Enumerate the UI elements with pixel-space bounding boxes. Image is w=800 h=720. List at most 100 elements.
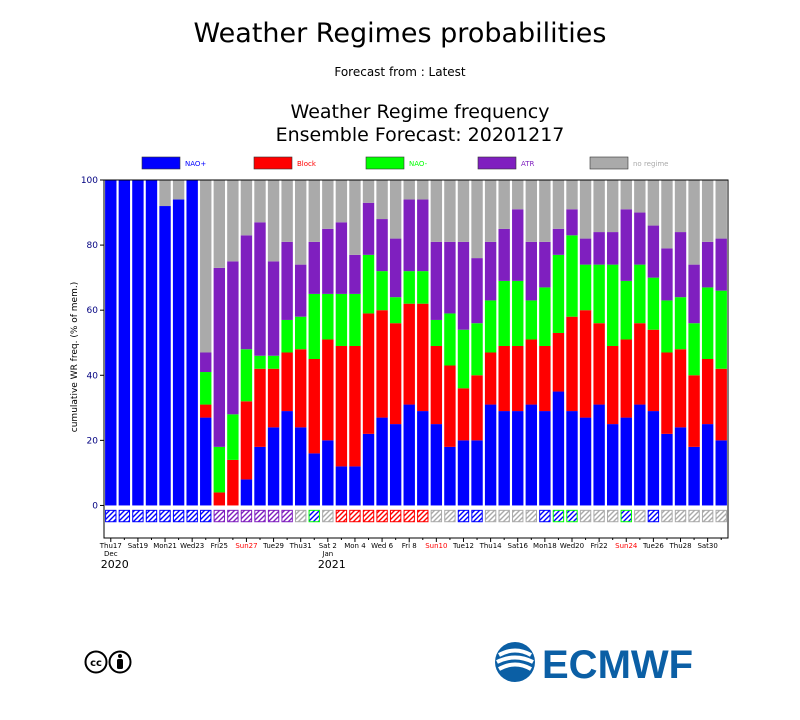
dominant-box-6 <box>186 509 198 523</box>
bar-nao-4 <box>159 206 171 506</box>
dominant-box-14 <box>294 509 307 523</box>
bar-block-9 <box>227 459 239 506</box>
dominant-box-19 <box>362 509 375 523</box>
bar-block-27 <box>471 375 483 441</box>
bar-atr-27 <box>471 258 483 324</box>
bar-nao-16 <box>322 293 334 340</box>
bar-nao-20 <box>376 271 388 311</box>
x-tick-label-tue26: Tue26 <box>642 542 664 550</box>
bar-atr-15 <box>308 241 320 294</box>
bar-no-regime-31 <box>525 180 538 242</box>
dominant-box-26 <box>457 509 470 523</box>
bar-block-19 <box>362 313 375 434</box>
bar-atr-33 <box>552 228 565 255</box>
bar-no-regime-22 <box>403 180 415 200</box>
x-tick-label-tue12: Tue12 <box>452 542 474 550</box>
bar-no-regime-7 <box>200 180 212 353</box>
x-tick-label-tue29: Tue29 <box>262 542 284 550</box>
x-tick-label-thu14: Thu14 <box>479 542 503 550</box>
x-tick-label-thu28: Thu28 <box>668 542 691 550</box>
dominant-box-24 <box>430 509 443 523</box>
bar-atr-39 <box>634 212 646 265</box>
bar-nao-37 <box>606 424 619 506</box>
y-axis-label: cumulative WR freq. (% of mem.) <box>70 282 80 432</box>
bar-block-36 <box>593 323 605 405</box>
bar-atr-24 <box>430 241 443 320</box>
bar-block-44 <box>701 359 714 425</box>
bar-atr-16 <box>322 228 334 294</box>
bar-no-regime-44 <box>701 180 714 242</box>
y-tick-label-40: 40 <box>87 371 99 381</box>
bar-no-regime-42 <box>674 180 687 233</box>
bar-nao-44 <box>701 287 714 359</box>
y-tick-label-80: 80 <box>87 241 99 251</box>
bar-atr-12 <box>267 261 280 356</box>
bar-no-regime-17 <box>335 180 348 223</box>
bar-block-17 <box>335 345 348 467</box>
bar-nao-26 <box>457 329 470 389</box>
bar-no-regime-39 <box>634 180 646 213</box>
dominant-box-3 <box>145 509 158 523</box>
bar-block-24 <box>430 345 443 425</box>
bar-atr-36 <box>593 232 605 265</box>
bar-nao-25 <box>444 313 456 366</box>
dominant-box-35 <box>579 509 592 523</box>
bar-block-42 <box>674 349 687 428</box>
bar-no-regime-15 <box>308 180 320 242</box>
bar-nao-33 <box>552 254 565 333</box>
bar-no-regime-27 <box>471 180 483 259</box>
bar-nao-41 <box>661 433 673 506</box>
bar-nao-17 <box>335 466 348 506</box>
x-tick-label-mon18: Mon18 <box>533 542 557 550</box>
bar-atr-23 <box>417 199 429 272</box>
bar-nao-25 <box>444 446 456 506</box>
bar-nao-14 <box>294 427 307 506</box>
bar-no-regime-25 <box>444 180 456 242</box>
bar-no-regime-20 <box>376 180 388 220</box>
bar-atr-28 <box>484 241 497 301</box>
bar-atr-25 <box>444 241 456 314</box>
bar-nao-19 <box>362 254 375 314</box>
bar-block-16 <box>322 339 334 441</box>
y-tick-label-60: 60 <box>87 306 99 316</box>
bar-nao-34 <box>566 411 578 506</box>
bar-nao-35 <box>579 417 592 506</box>
legend-swatch-atr <box>477 156 517 170</box>
dominant-box-22 <box>403 509 415 523</box>
bar-no-regime-32 <box>539 180 551 242</box>
bar-atr-35 <box>579 238 592 265</box>
dominant-box-43 <box>688 509 700 523</box>
bar-nao-2 <box>132 180 144 506</box>
bar-atr-29 <box>498 228 510 281</box>
bar-atr-9 <box>227 261 239 415</box>
dominant-box-4 <box>159 509 171 523</box>
dominant-box-12 <box>267 509 280 523</box>
bar-no-regime-24 <box>430 180 443 242</box>
dominant-box-16 <box>322 509 334 523</box>
bar-nao-28 <box>484 404 497 506</box>
bar-nao-36 <box>593 264 605 324</box>
page-title: Weather Regimes probabilities <box>193 18 607 49</box>
dominant-box-17 <box>335 509 348 523</box>
bar-no-regime-4 <box>159 180 171 207</box>
bar-nao-30 <box>512 280 524 346</box>
bar-nao-12 <box>267 355 280 369</box>
bar-nao-22 <box>403 271 415 304</box>
bar-nao-30 <box>512 411 524 506</box>
bar-nao-31 <box>525 300 538 340</box>
bar-block-26 <box>457 388 470 441</box>
bar-atr-10 <box>240 235 253 350</box>
bar-block-32 <box>539 345 551 412</box>
legend-label-nao: NAO+ <box>185 160 206 168</box>
bar-nao-34 <box>566 235 578 317</box>
bar-nao-23 <box>417 271 429 304</box>
bar-nao-11 <box>254 355 266 369</box>
bar-no-regime-38 <box>620 180 632 210</box>
bar-nao-18 <box>349 466 361 506</box>
bar-nao-13 <box>281 411 293 506</box>
x-tick-label-mon21: Mon21 <box>153 542 177 550</box>
dominant-box-25 <box>444 509 456 523</box>
bar-nao-40 <box>647 411 660 506</box>
creative-commons-icon: cc <box>84 650 132 674</box>
bar-nao-19 <box>362 433 375 506</box>
